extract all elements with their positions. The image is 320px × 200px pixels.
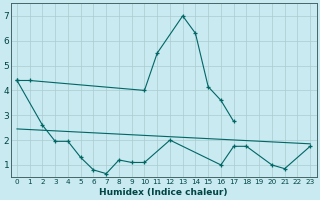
X-axis label: Humidex (Indice chaleur): Humidex (Indice chaleur) bbox=[99, 188, 228, 197]
